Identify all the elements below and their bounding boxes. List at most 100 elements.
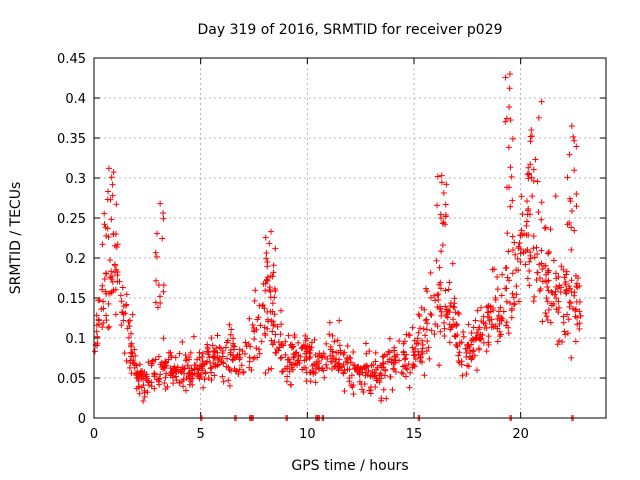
data-point [157,200,164,207]
data-point [262,234,269,241]
data-point [506,85,513,92]
data-point [519,211,526,218]
data-point [301,357,308,364]
data-point [520,249,527,256]
data-point [187,349,194,356]
data-point [109,273,116,280]
data-point [272,331,279,338]
data-point [553,295,560,302]
data-point [266,286,273,293]
data-point [196,354,203,361]
data-point [503,298,510,305]
data-point [160,210,167,217]
data-point [556,282,563,289]
data-point [576,320,583,327]
data-point [273,345,280,352]
data-point [403,331,410,338]
data-point [505,330,512,337]
data-point [503,115,510,122]
data-point [509,135,516,142]
data-point [446,279,453,286]
data-point [380,386,387,393]
data-point [567,299,574,306]
data-point [269,341,276,348]
data-point [511,239,518,246]
data-point [153,230,160,237]
data-point [573,143,580,150]
data-point [240,368,247,375]
data-point [504,230,511,237]
data-point [441,332,448,339]
data-point [182,357,189,364]
data-point [442,201,449,208]
data-point [544,317,551,324]
data-point [573,191,580,198]
data-point [559,338,566,345]
data-point [474,330,481,337]
data-point [284,363,291,370]
data-point [100,305,107,312]
data-point [286,368,293,375]
data-point [499,271,506,278]
data-point [222,344,229,351]
data-point [278,354,285,361]
data-point [201,361,208,368]
data-point [494,273,501,280]
data-point [160,215,167,222]
data-point [538,247,545,254]
data-point [219,353,226,360]
data-point [335,363,342,370]
data-point [157,361,164,368]
data-point [366,348,373,355]
data-point [272,245,279,252]
data-point [502,118,509,125]
data-point [336,342,343,349]
data-point [544,283,551,290]
data-point [306,355,313,362]
data-point [523,231,530,238]
data-point [182,351,189,358]
data-point [530,177,537,184]
data-point [509,290,516,297]
data-point [509,197,516,204]
data-point [542,262,549,269]
data-point [497,304,504,311]
data-point [323,361,330,368]
data-point [411,337,418,344]
data-point [458,361,465,368]
data-point [143,373,150,380]
data-point [290,351,297,358]
data-point [417,325,424,332]
data-point [470,347,477,354]
data-point [535,114,542,121]
data-point [128,370,135,377]
data-point [545,277,552,284]
data-point [446,309,453,316]
data-point [108,268,115,275]
data-point [105,165,112,172]
data-point [363,350,370,357]
data-point [226,382,233,389]
data-point [486,317,493,324]
data-point [536,275,543,282]
data-point [508,173,515,180]
data-point [400,363,407,370]
data-point [403,373,410,380]
data-point [436,362,443,369]
data-point [362,340,369,347]
data-point [126,364,133,371]
data-point [288,361,295,368]
data-point [226,321,233,328]
data-point [534,269,541,276]
data-point [526,258,533,265]
data-point [230,342,237,349]
data-point [185,373,192,380]
data-point [104,196,111,203]
data-point [446,321,453,328]
data-point [207,365,214,372]
data-point [570,133,577,140]
data-point [106,290,113,297]
data-point [228,326,235,333]
data-point [289,366,296,373]
